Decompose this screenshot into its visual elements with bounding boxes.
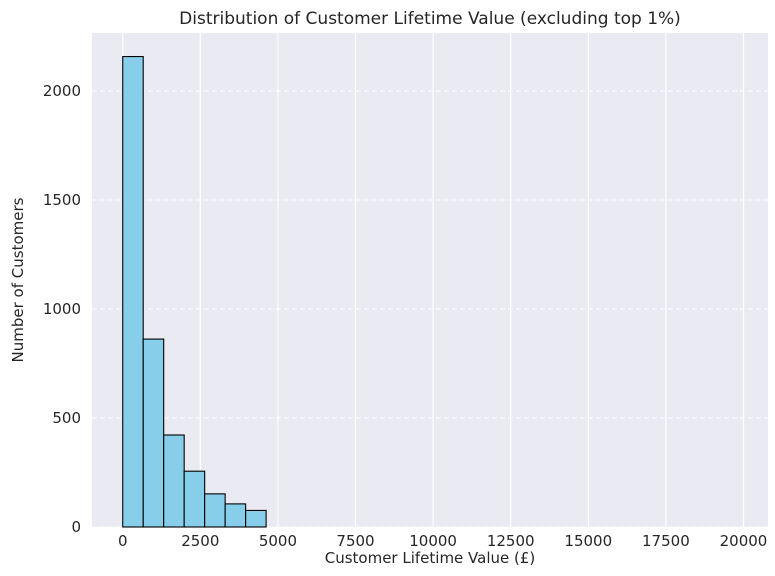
x-tick-label: 15000 <box>564 532 612 550</box>
y-tick-label: 2000 <box>43 82 81 100</box>
histogram-bar <box>183 470 206 528</box>
histogram-bar <box>204 493 226 528</box>
histogram-bar <box>142 338 165 528</box>
chart-title: Distribution of Customer Lifetime Value … <box>179 9 681 29</box>
y-axis-label: Number of Customers <box>9 197 27 362</box>
histogram-bar <box>245 509 267 528</box>
y-tick-label: 1000 <box>43 300 81 318</box>
x-tick-label: 12500 <box>487 532 535 550</box>
x-tick-label: 5000 <box>259 532 297 550</box>
x-tick-labels: 0 2500 5000 7500 10000 12500 15000 17500 20000 <box>118 532 767 550</box>
y-tick-label: 500 <box>52 409 81 427</box>
bars <box>122 55 267 528</box>
x-tick-label: 0 <box>118 532 128 550</box>
plot-area <box>92 33 768 527</box>
y-tick-labels: 0 500 1000 1500 2000 <box>43 82 81 536</box>
x-axis-label: Customer Lifetime Value (£) <box>325 549 536 567</box>
y-tick-label: 0 <box>71 518 81 536</box>
x-tick-label: 20000 <box>720 532 768 550</box>
histogram-bar <box>163 434 185 528</box>
histogram-bar <box>224 503 247 528</box>
x-tick-label: 2500 <box>181 532 219 550</box>
x-tick-label: 7500 <box>336 532 374 550</box>
histogram-bar <box>122 55 144 528</box>
x-tick-label: 17500 <box>642 532 690 550</box>
gridlines <box>92 33 768 528</box>
y-tick-label: 1500 <box>43 191 81 209</box>
x-tick-label: 10000 <box>409 532 457 550</box>
